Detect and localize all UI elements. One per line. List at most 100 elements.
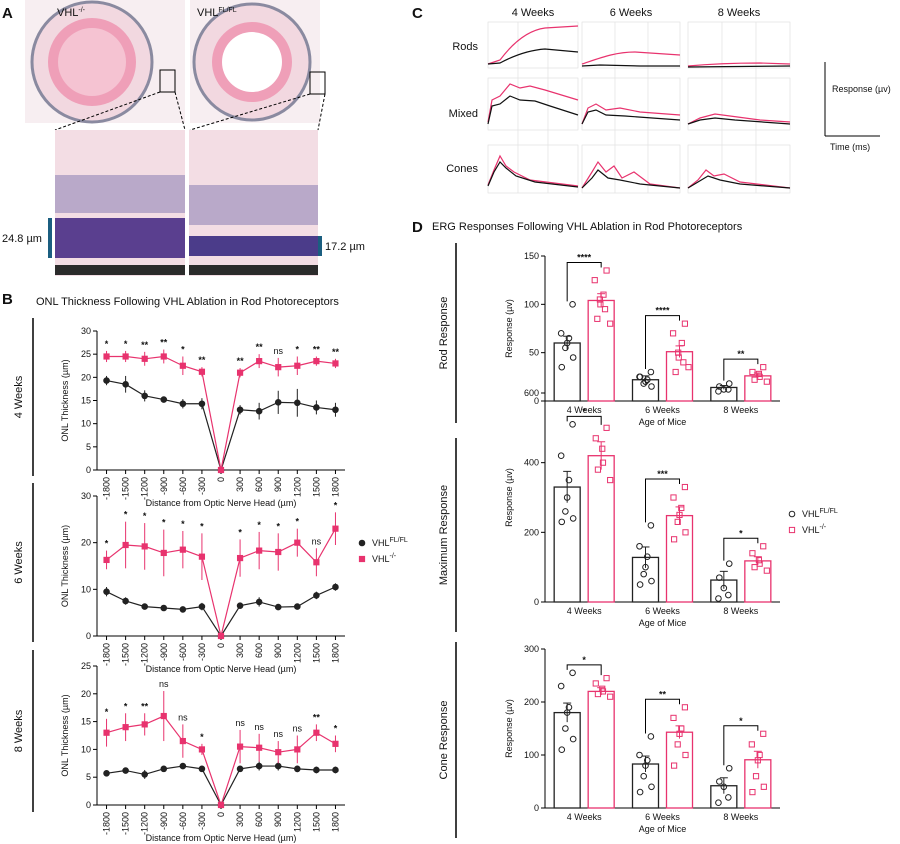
axis-title: Age of Mice — [639, 824, 687, 834]
individual-point — [640, 772, 648, 780]
legend-entry: VHL-/- — [802, 524, 827, 535]
y-tick-label: 25 — [81, 661, 91, 671]
bar — [665, 351, 694, 402]
individual-point — [636, 751, 643, 759]
y-tick-label: 400 — [524, 458, 539, 468]
panel-title: ONL Thickness Following VHL Ablation in … — [36, 296, 339, 308]
significance: **** — [577, 253, 592, 263]
group-label: VHL-/- — [57, 7, 86, 19]
significance: * — [276, 521, 280, 531]
individual-point — [751, 564, 758, 571]
x-tick-label: 8 Weeks — [723, 606, 758, 616]
data-point — [332, 583, 339, 591]
individual-point — [607, 693, 614, 700]
bar — [587, 690, 615, 809]
individual-point — [557, 682, 565, 690]
individual-point — [569, 354, 577, 361]
y-tick-label: 50 — [529, 348, 539, 358]
x-tick-label: 600 — [254, 643, 264, 658]
significance: * — [296, 344, 300, 354]
panel-label: B — [2, 291, 13, 308]
individual-point — [715, 799, 722, 807]
legend-sup: FL/FL — [390, 537, 408, 544]
data-point — [122, 380, 129, 388]
y-tick-label: 10 — [81, 744, 91, 754]
individual-point — [607, 320, 614, 327]
y-tick-label: 30 — [81, 326, 91, 336]
y-tick-label: 20 — [81, 689, 91, 699]
y-tick-label: 200 — [524, 527, 539, 537]
significance: ** — [332, 347, 340, 357]
significance: ns — [273, 729, 283, 739]
thickness-label: 17.2 µm — [325, 241, 365, 253]
significance-bracket — [723, 358, 759, 381]
individual-point — [558, 746, 566, 754]
x-tick-label: -1800 — [102, 643, 112, 666]
data-point — [332, 406, 339, 414]
significance: ns — [159, 679, 169, 689]
data-point — [256, 547, 263, 554]
individual-point — [600, 291, 607, 298]
x-tick-label: -900 — [159, 643, 169, 661]
y-tick-label: 10 — [81, 419, 91, 429]
individual-point — [682, 751, 689, 759]
individual-point — [715, 595, 722, 602]
scale-label: Time (ms) — [830, 142, 870, 152]
bar — [665, 731, 694, 809]
x-tick-label: -600 — [178, 812, 188, 830]
data-point — [141, 771, 148, 778]
individual-point — [647, 368, 655, 376]
data-point — [236, 554, 244, 562]
significance: * — [124, 510, 128, 520]
legend-entry: VHLFL/FL — [372, 537, 408, 548]
significance: ** — [198, 355, 206, 365]
data-point — [141, 392, 148, 400]
legend-text: VHL — [372, 554, 390, 564]
individual-point — [725, 560, 733, 567]
data-point — [160, 765, 168, 773]
x-tick-label: 8 Weeks — [723, 812, 758, 822]
y-tick-label: 100 — [524, 750, 539, 760]
data-point — [179, 737, 186, 745]
y-tick-label: 600 — [524, 388, 539, 398]
legend-entry: VHL-/- — [372, 553, 397, 564]
individual-point — [755, 557, 763, 564]
legend-text: VHL — [802, 525, 820, 535]
significance-bracket — [566, 664, 602, 676]
y-tick-label: 10 — [81, 584, 91, 594]
data-point — [255, 598, 263, 606]
x-tick-label: 1500 — [311, 812, 321, 832]
individual-point — [603, 424, 610, 431]
individual-point — [642, 378, 649, 385]
data-point — [236, 406, 244, 414]
data-point — [198, 603, 206, 610]
x-tick-label: 0 — [216, 812, 226, 817]
significance: ns — [273, 346, 283, 356]
data-point — [236, 602, 244, 609]
data-point — [256, 358, 263, 365]
y-tick-label: 20 — [81, 372, 91, 382]
x-tick-label: 1500 — [311, 477, 321, 497]
individual-point — [676, 730, 683, 737]
significance: ns — [293, 724, 303, 734]
individual-point — [670, 494, 677, 501]
data-point — [122, 724, 129, 731]
individual-point — [672, 368, 679, 376]
data-point — [294, 539, 301, 546]
legend-text: VHL — [372, 538, 390, 548]
legend-marker — [788, 510, 796, 518]
panel-title: ERG Responses Following VHL Ablation in … — [432, 221, 743, 233]
individual-point — [763, 567, 770, 574]
series-line — [106, 586, 336, 638]
data-point — [313, 358, 320, 365]
individual-point — [562, 508, 569, 515]
x-tick-label: 0 — [216, 643, 226, 648]
data-point — [294, 603, 301, 610]
significance: * — [143, 511, 147, 521]
individual-point — [557, 330, 565, 337]
data-point — [294, 746, 301, 753]
individual-point — [760, 364, 767, 371]
row-label: Mixed — [449, 108, 478, 120]
x-tick-label: -1800 — [102, 812, 112, 835]
x-tick-label: -1200 — [140, 812, 150, 835]
